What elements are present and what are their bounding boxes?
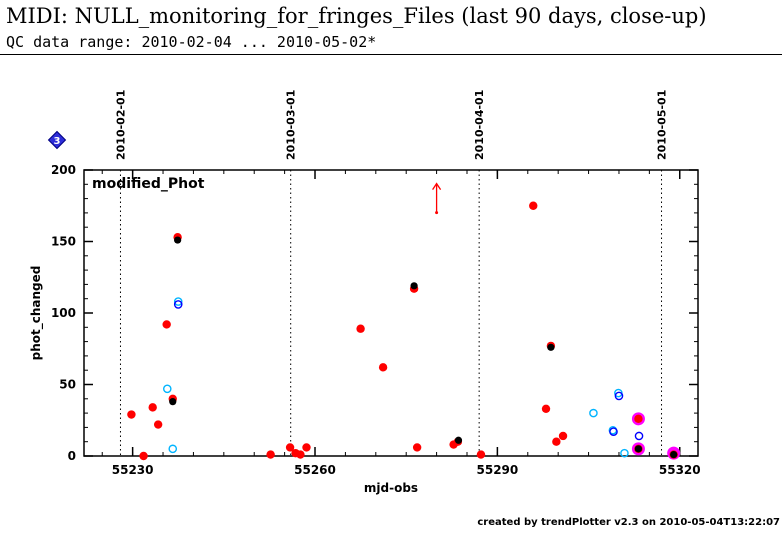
- data-point: [634, 431, 644, 441]
- data-point: [285, 443, 295, 452]
- y-axis-label: phot_changed: [29, 266, 44, 361]
- y-tick-label: 200: [51, 163, 76, 177]
- data-point: [169, 398, 177, 406]
- data-point: [614, 391, 624, 401]
- data-point: [412, 443, 422, 452]
- data-point: [296, 450, 305, 459]
- x-tick-label: 55290: [477, 463, 519, 477]
- data-point: [547, 343, 555, 351]
- data-point: [609, 427, 618, 436]
- data-point: [162, 384, 172, 394]
- data-point: [634, 414, 643, 424]
- data-point: [476, 450, 486, 459]
- data-point: [139, 451, 148, 461]
- x-tick-label: 55320: [659, 463, 701, 477]
- y-tick-label: 50: [59, 378, 76, 392]
- date-marker-label: 2010-02-01: [114, 90, 127, 160]
- data-point: [174, 236, 182, 244]
- data-point: [173, 297, 183, 306]
- plot-number-badge: [47, 130, 67, 150]
- data-range-subtitle: QC data range: 2010-02-04 ... 2010-05-02…: [6, 33, 377, 51]
- upper-limit-arrow-head: [432, 182, 442, 190]
- data-point: [670, 450, 678, 459]
- plot-frame: [83, 169, 699, 457]
- data-point: [162, 320, 171, 329]
- data-point: [356, 324, 365, 333]
- y-tick-label: 0: [68, 449, 76, 463]
- plot-number-label: 3: [54, 136, 61, 147]
- data-point: [558, 431, 568, 441]
- data-point: [529, 201, 538, 210]
- chart-title: modified_Phot: [92, 176, 205, 192]
- upper-limit-arrow-point: [435, 211, 439, 215]
- data-point: [127, 410, 136, 419]
- header-divider: [0, 54, 782, 55]
- data-point: [620, 448, 629, 458]
- data-point: [378, 363, 388, 372]
- date-marker-label: 2010-03-01: [285, 90, 298, 160]
- x-axis-label: mjd-obs: [364, 481, 418, 495]
- data-point: [148, 403, 157, 412]
- y-tick-label: 100: [51, 306, 76, 320]
- page-title: MIDI: NULL_monitoring_for_fringes_Files …: [6, 4, 707, 28]
- data-point: [552, 437, 561, 446]
- x-tick-label: 55260: [294, 463, 336, 477]
- x-tick-label: 55230: [112, 463, 154, 477]
- data-point: [266, 450, 275, 459]
- data-point: [302, 443, 311, 452]
- data-point: [173, 300, 183, 309]
- data-point: [168, 444, 178, 454]
- data-point: [589, 408, 598, 418]
- data-point: [454, 436, 463, 444]
- data-point: [541, 404, 551, 414]
- footer-credit: created by trendPlotter v2.3 on 2010-05-…: [477, 517, 780, 528]
- y-tick-label: 150: [51, 235, 76, 249]
- date-marker-label: 2010-05-01: [656, 90, 669, 160]
- data-point: [410, 282, 418, 290]
- data-point: [153, 420, 163, 429]
- date-marker-label: 2010-04-01: [473, 90, 486, 160]
- data-point: [634, 445, 643, 453]
